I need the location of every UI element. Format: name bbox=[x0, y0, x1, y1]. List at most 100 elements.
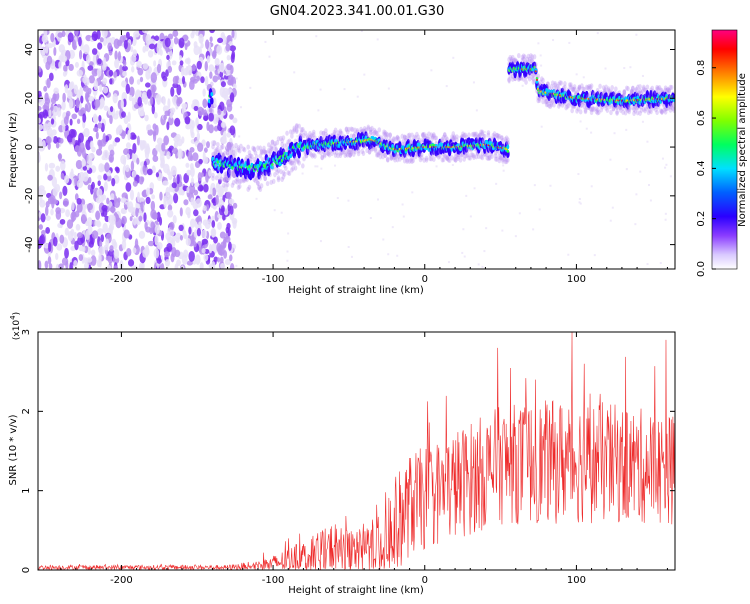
spectrogram-noise-cell bbox=[120, 197, 127, 203]
spectrogram-noise-cell bbox=[136, 60, 142, 68]
snr-y-axis-label: SNR (10 * v/v) bbox=[8, 414, 19, 485]
spectrogram-noise-cell bbox=[190, 131, 195, 139]
spectrogram-noise-cell bbox=[181, 76, 186, 85]
spectrogram-halo-cell bbox=[269, 179, 274, 185]
spectrogram-noise-cell bbox=[84, 103, 89, 112]
spectrogram-faint-cell bbox=[447, 261, 450, 264]
spectrogram-noise-cell bbox=[50, 208, 54, 216]
spectrogram-peak-cell bbox=[506, 149, 510, 153]
spectrogram-halo-cell bbox=[572, 84, 577, 90]
spectrogram-faint-cell bbox=[401, 203, 404, 206]
spectrogram-faint-cell bbox=[239, 106, 242, 109]
spectrogram-noise-cell bbox=[188, 184, 196, 194]
spectrogram-halo-cell bbox=[536, 73, 540, 79]
spectrogram-halo-cell bbox=[223, 174, 227, 180]
spectrogram-noise-cell bbox=[98, 253, 102, 264]
spectrogram-noise-cell bbox=[222, 238, 227, 249]
spectrogram-noise-cell bbox=[210, 140, 217, 146]
spectrogram-noise-cell bbox=[130, 160, 135, 172]
spectrogram-halo-cell bbox=[226, 143, 231, 149]
spectrogram-noise-cell bbox=[120, 154, 127, 165]
spectrogram-noise-cell bbox=[39, 234, 45, 245]
spectrogram-faint-cell bbox=[376, 38, 379, 41]
spectrogram-noise-cell bbox=[182, 230, 187, 239]
spectrogram-halo-cell bbox=[285, 130, 289, 136]
spectrogram-noise-cell bbox=[192, 99, 199, 105]
spectrogram-noise-cell bbox=[150, 221, 155, 229]
spectrogram-noise-cell bbox=[165, 186, 171, 198]
spectrogram-noise-cell bbox=[153, 112, 158, 119]
spectrogram-noise-cell bbox=[103, 173, 108, 181]
spectrogram-halo-cell bbox=[281, 170, 286, 176]
spectrogram-noise-cell bbox=[201, 248, 206, 254]
spectrogram-faint-cell bbox=[360, 30, 363, 33]
spectrogram-noise-cell bbox=[228, 241, 232, 251]
spectrogram-x-tick-label: -200 bbox=[110, 274, 133, 285]
spectrogram-noise-cell bbox=[147, 129, 154, 136]
spectrogram-noise-cell bbox=[176, 174, 180, 185]
spectrogram-faint-cell bbox=[317, 109, 320, 112]
spectrogram-halo-cell bbox=[627, 106, 631, 112]
spectrogram-noise-cell bbox=[51, 176, 58, 188]
spectrogram-faint-cell bbox=[273, 209, 276, 212]
spectrogram-halo-cell bbox=[260, 157, 265, 163]
spectrogram-halo-cell bbox=[230, 143, 235, 149]
spectrogram-halo-cell bbox=[225, 150, 230, 156]
spectrogram-faint-cell bbox=[391, 226, 394, 229]
spectrogram-noise-cell bbox=[199, 185, 204, 192]
spectrogram-noise-cell bbox=[152, 155, 159, 162]
spectrogram-halo-cell bbox=[248, 156, 253, 162]
spectrogram-noise-cell bbox=[196, 60, 202, 70]
spectrogram-halo-cell bbox=[263, 175, 267, 182]
spectrogram-noise-cell bbox=[64, 227, 69, 236]
spectrogram-halo-cell bbox=[274, 147, 278, 153]
spectrogram-noise-cell bbox=[68, 63, 74, 72]
spectrogram-noise-cell bbox=[94, 220, 98, 227]
spectrogram-noise-cell bbox=[97, 42, 103, 50]
spectrogram-halo-cell bbox=[282, 171, 287, 177]
spectrogram-halo-cell bbox=[239, 178, 243, 184]
spectrogram-faint-cell bbox=[235, 77, 238, 80]
spectrogram-noise-cell bbox=[168, 116, 174, 126]
svg-text:(x104): (x104) bbox=[9, 312, 22, 340]
spectrogram-noise-cell bbox=[74, 175, 78, 187]
spectrogram-halo-cell bbox=[268, 148, 272, 155]
spectrogram-core-cell bbox=[298, 141, 302, 146]
spectrogram-noise-cell bbox=[131, 66, 135, 73]
spectrogram-y-tick-label: -40 bbox=[24, 236, 35, 252]
spectrogram-noise-cell bbox=[165, 69, 169, 77]
spectrogram-noise-cell bbox=[232, 220, 237, 229]
spectrogram-noise-cell bbox=[207, 194, 213, 200]
spectrogram-noise-cell bbox=[38, 43, 42, 50]
spectrogram-faint-cell bbox=[590, 185, 593, 188]
spectrogram-noise-cell bbox=[116, 197, 121, 203]
spectrogram-noise-cell bbox=[193, 105, 199, 112]
spectrogram-halo-cell bbox=[247, 184, 252, 190]
spectrogram-noise-cell bbox=[88, 75, 95, 84]
spectrogram-noise-cell bbox=[111, 177, 116, 187]
spectrogram-noise-cell bbox=[62, 198, 69, 207]
spectrogram-noise-cell bbox=[121, 80, 127, 88]
spectrogram-noise-cell bbox=[142, 62, 149, 70]
spectrogram-noise-cell bbox=[170, 107, 176, 114]
spectrogram-noise-cell bbox=[106, 265, 112, 269]
spectrogram-noise-cell bbox=[113, 248, 120, 259]
spectrogram-halo-cell bbox=[253, 150, 258, 156]
spectrogram-halo-cell bbox=[645, 84, 650, 90]
spectrogram-noise-cell bbox=[156, 43, 162, 55]
spectrogram-noise-cell bbox=[159, 191, 163, 201]
spectrogram-halo-cell bbox=[288, 129, 293, 135]
spectrogram-halo-cell bbox=[290, 167, 294, 173]
spectrogram-noise-cell bbox=[88, 176, 92, 184]
spectrogram-noise-cell bbox=[132, 49, 138, 58]
spectrogram-halo-cell bbox=[267, 142, 271, 148]
spectrogram-noise-cell bbox=[172, 82, 179, 89]
spectrogram-noise-cell bbox=[227, 75, 232, 83]
spectrogram-halo-cell bbox=[458, 157, 463, 163]
spectrogram-faint-cell bbox=[537, 42, 540, 45]
spectrogram-faint-cell bbox=[552, 39, 555, 42]
spectrogram-halo-cell bbox=[309, 133, 314, 139]
spectrogram-halo-cell bbox=[208, 107, 213, 113]
spectrogram-noise-cell bbox=[87, 248, 91, 255]
spectrogram-halo-cell bbox=[490, 153, 494, 159]
